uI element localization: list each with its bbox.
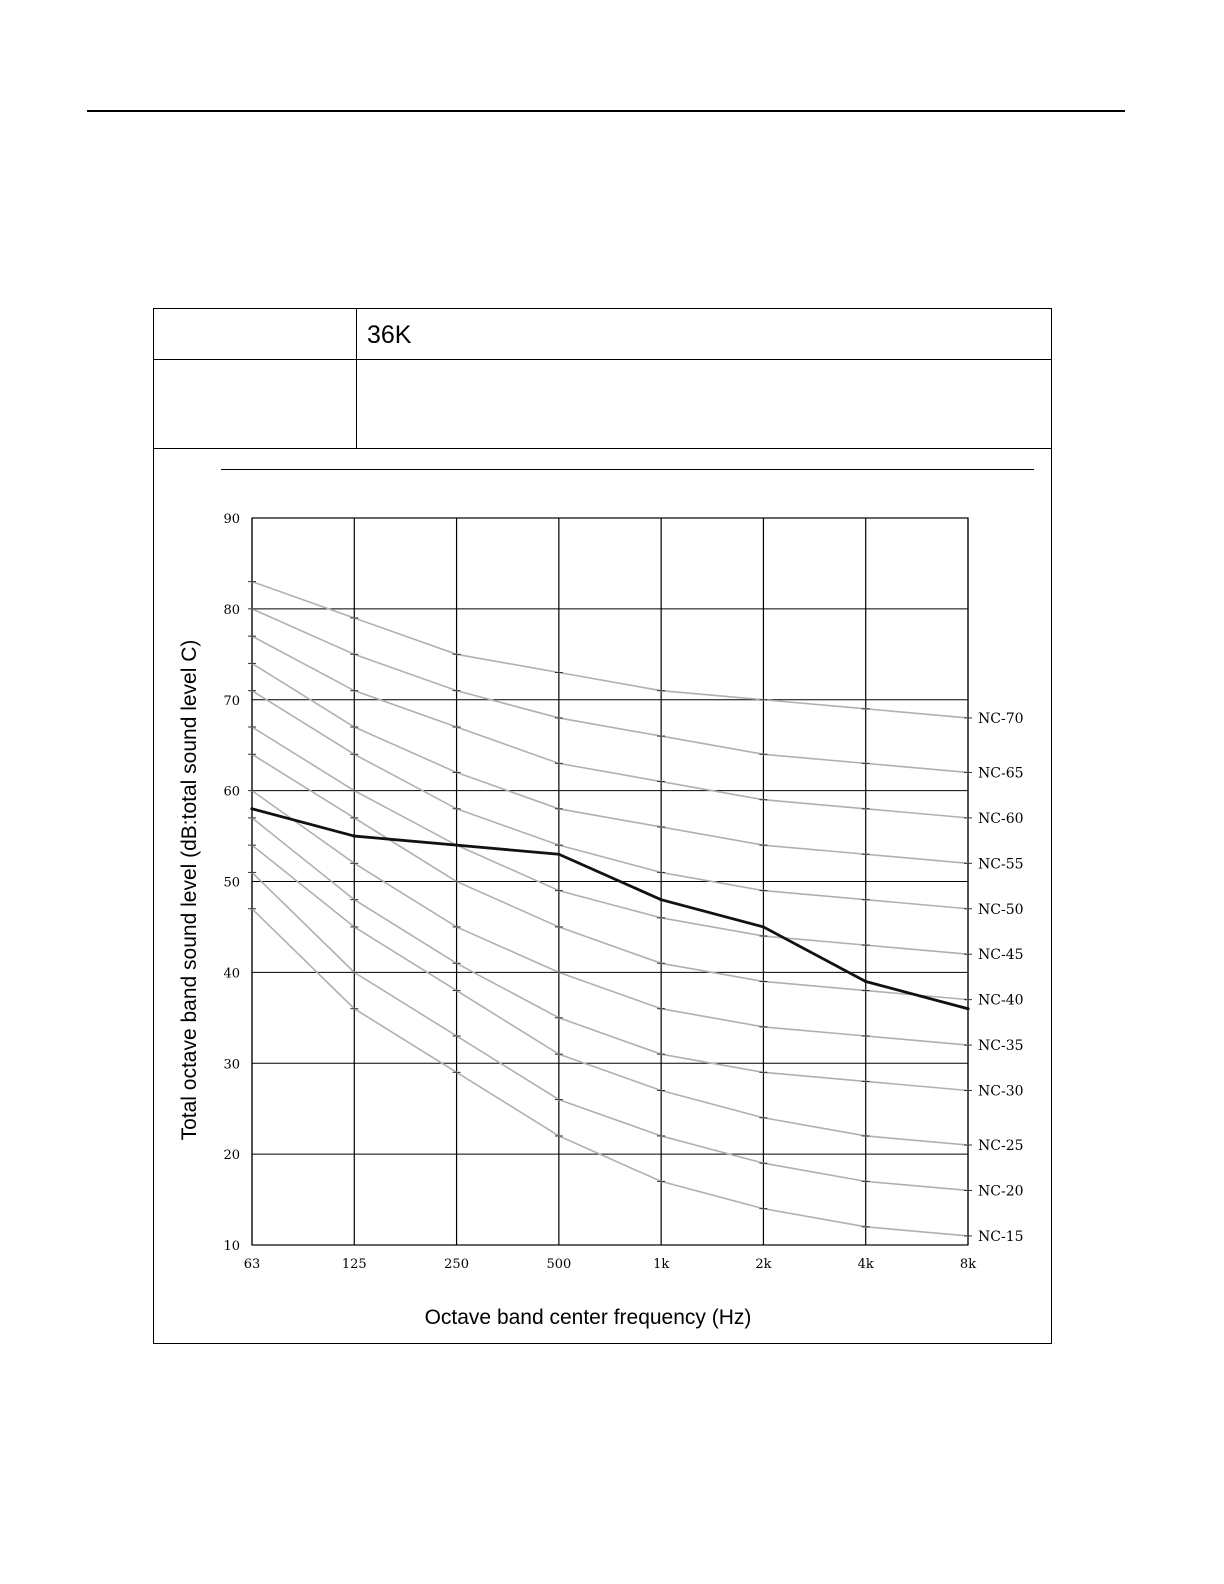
y-tick-label: 40 [223,966,240,981]
y-tick-label: 30 [223,1057,240,1072]
column-divider [356,309,357,359]
nc-curve-line [251,726,969,955]
nc-curve-line [251,635,969,819]
x-tick-label: 8k [960,1257,976,1272]
x-tick-label: 63 [244,1257,261,1272]
x-tick-label: 500 [546,1257,571,1272]
table-row-model: 36K [154,309,1051,360]
nc-curve-label: NC-25 [978,1138,1024,1154]
measured-point [659,898,663,902]
nc-curves: NC-70 NC-65 NC-60 NC-55 NC-50 NC-45 NC-40 NC-35… [248,580,1024,1245]
y-tick-label: 50 [223,876,240,891]
nc-curve-line [251,753,969,1001]
nc-curve-line [251,871,969,1192]
measured-point [557,852,561,856]
measured-point [864,979,868,984]
nc-curve-label: NC-50 [978,902,1024,918]
x-tick-label: 1k [653,1257,669,1272]
tick-labels: 90 80 70 60 50 40 30 20 10 63 125 250 500 1k 2k 4k 8k [223,512,976,1272]
x-tick-label: 4k [858,1257,874,1272]
y-tick-label: 90 [223,512,240,527]
y-tick-label: 80 [223,603,240,618]
measured-point [352,834,356,838]
x-tick-label: 2k [755,1257,771,1272]
nc-curve-line [251,608,969,774]
y-tick-label: 10 [223,1239,240,1254]
nc-curve-line [251,662,969,865]
table-row-description [154,360,1051,449]
nc-curve-line [251,817,969,1092]
x-axis-title: Octave band center frequency (Hz) [425,1306,752,1329]
nc-curve-label: NC-65 [978,765,1024,781]
measured-point [966,1007,970,1011]
x-tick-label: 250 [444,1257,469,1272]
nc-curve-line [251,908,969,1237]
nc-curve-label: NC-40 [978,993,1024,1009]
nc-curve-label: NC-35 [978,1038,1024,1054]
measured-series [250,807,970,1011]
measured-line [251,807,969,1011]
measured-point [454,843,459,847]
y-tick-label: 70 [223,694,240,709]
measured-point [761,925,766,929]
nc-curve-label: NC-30 [978,1084,1024,1100]
x-tick-label: 125 [342,1257,367,1272]
nc-curve-line [251,580,969,719]
grid [251,517,969,1246]
nc-curve-label: NC-15 [978,1229,1024,1245]
y-tick-label: 60 [223,785,240,800]
y-tick-label: 20 [223,1148,240,1163]
spec-table: 36K [153,308,1052,1344]
nc-curve-label: NC-70 [978,711,1024,727]
nc-curve-label: NC-60 [978,811,1024,827]
column-divider [356,360,357,448]
nc-curve-label: NC-45 [978,947,1024,963]
nc-curve-label: NC-55 [978,856,1024,872]
nc-curve-line [251,689,969,910]
nc-curve-line [251,844,969,1146]
nc-curve-line [251,789,969,1046]
header-rule [87,110,1125,112]
y-axis-title: Total octave band sound level (dB:total … [178,640,201,1141]
nc-curve-label: NC-20 [978,1183,1024,1199]
chart-title-rule [221,469,1034,470]
model-value: 36K [367,321,412,349]
measured-point [250,807,254,811]
